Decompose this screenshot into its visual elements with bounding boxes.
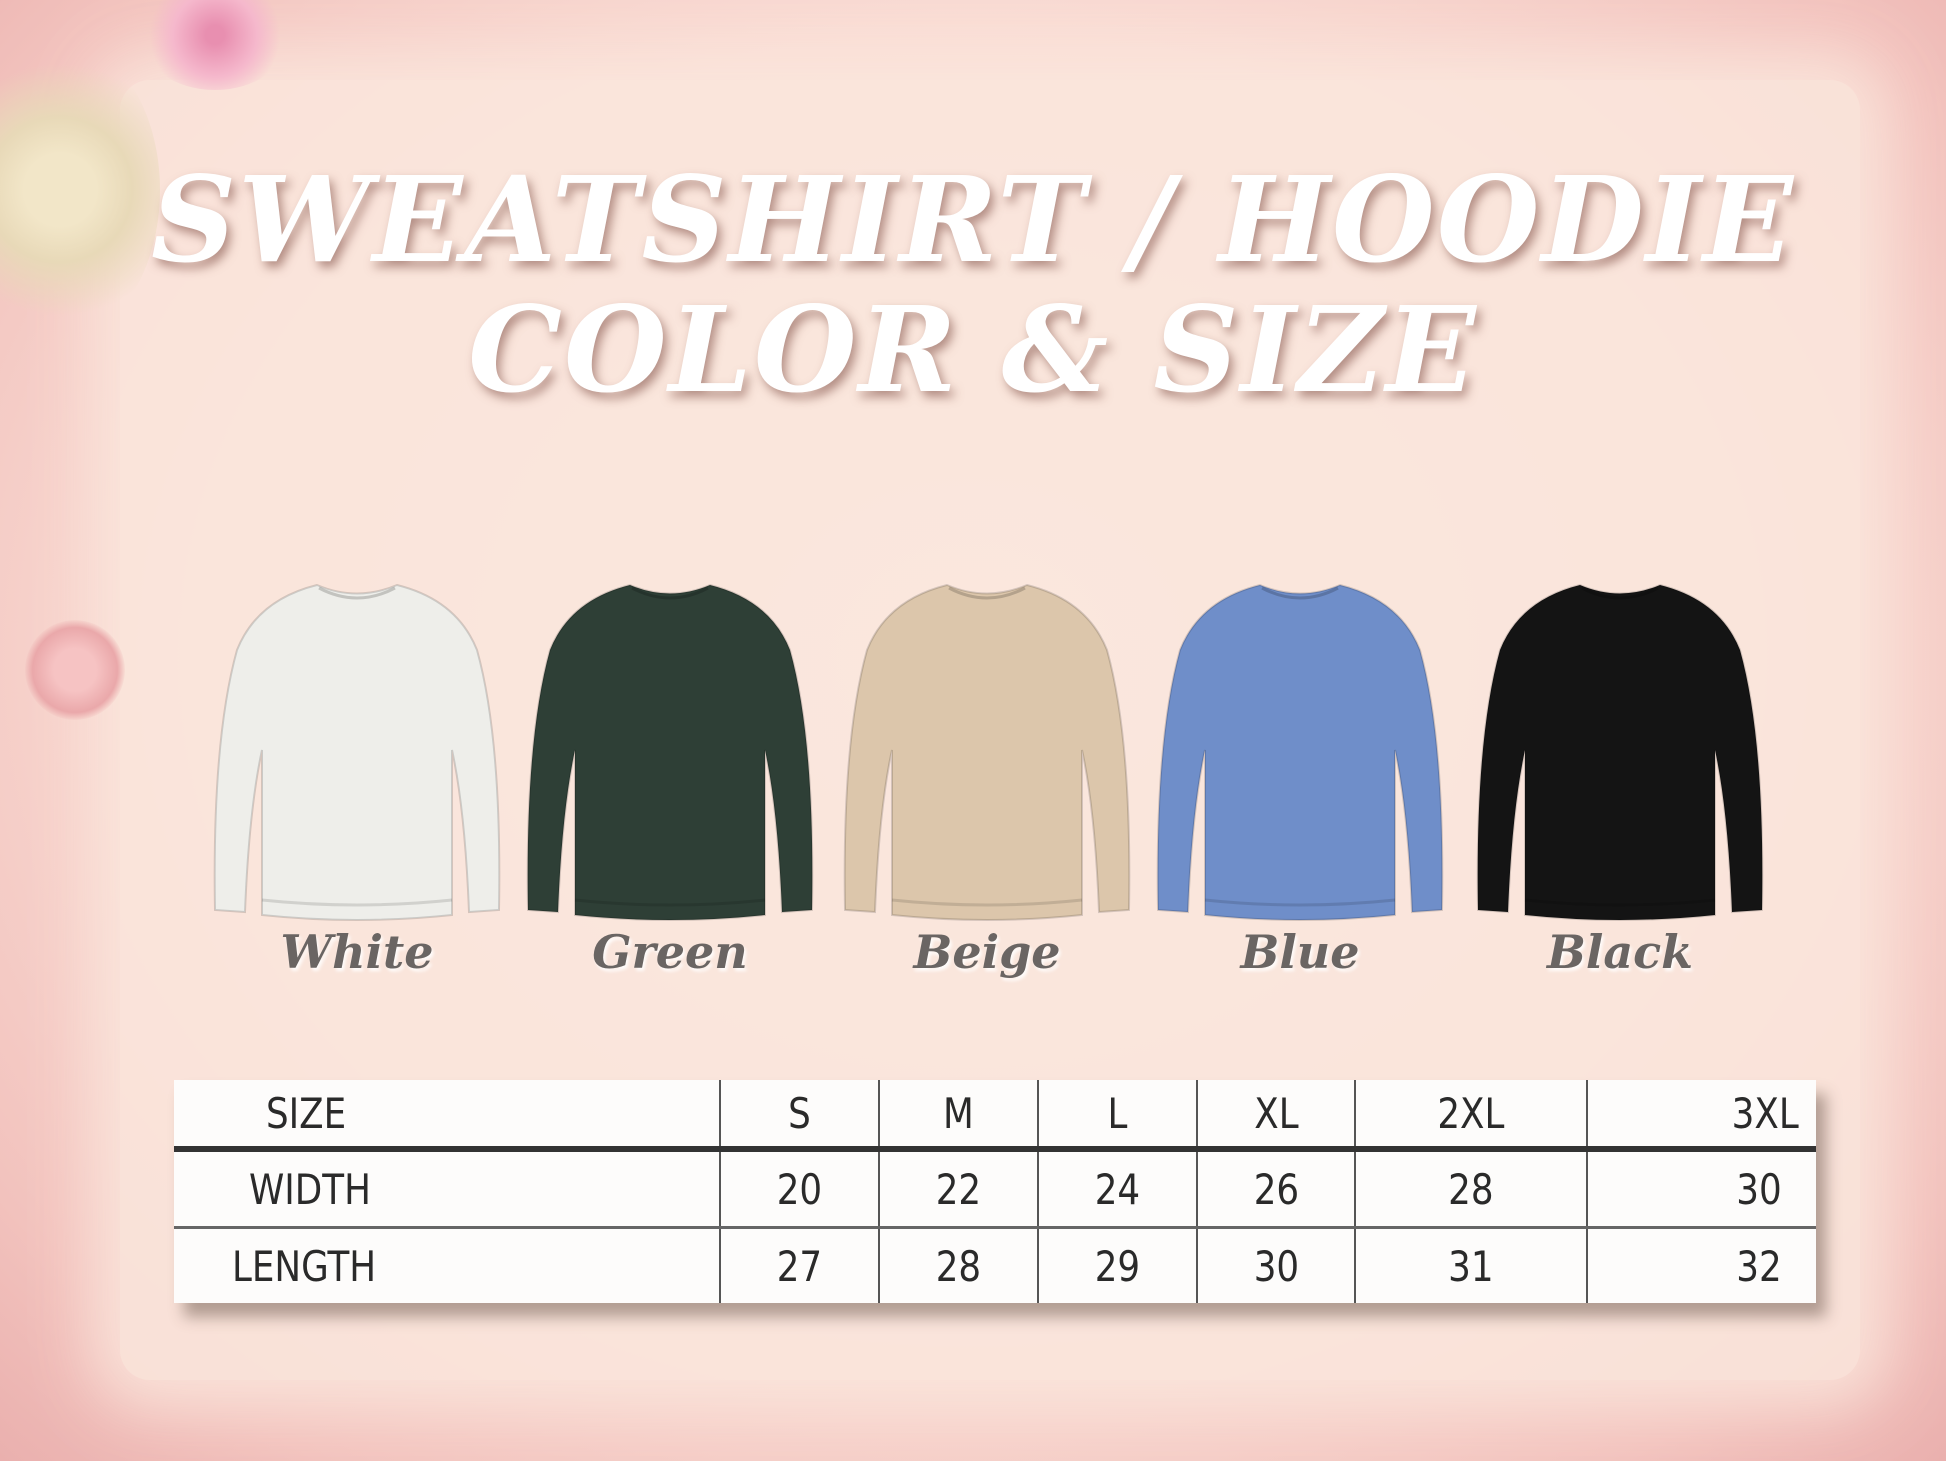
color-label: Black bbox=[1546, 925, 1694, 979]
header-cell: L bbox=[1048, 1080, 1185, 1152]
sweatshirt-beige-image bbox=[843, 583, 1131, 921]
header-cell: SIZE bbox=[214, 1080, 680, 1152]
table-row: WIDTH 20 22 24 26 28 30 bbox=[174, 1149, 1816, 1229]
sweatshirt-white-image bbox=[213, 583, 501, 921]
color-label: Green bbox=[592, 925, 748, 979]
table-row: LENGTH 27 28 29 30 31 32 bbox=[174, 1227, 1816, 1303]
table-cell: 20 bbox=[731, 1149, 867, 1229]
table-cell: 31 bbox=[1371, 1227, 1570, 1303]
flower-decoration-icon bbox=[0, 40, 160, 340]
row-label: WIDTH bbox=[214, 1149, 680, 1229]
header-cell: S bbox=[731, 1080, 867, 1152]
table-cell: 30 bbox=[1603, 1149, 1799, 1229]
sweatshirt-blue-image bbox=[1156, 583, 1444, 921]
color-label: Blue bbox=[1240, 925, 1360, 979]
table-cell: 22 bbox=[889, 1149, 1026, 1229]
table-cell: 29 bbox=[1048, 1227, 1185, 1303]
table-cell: 30 bbox=[1207, 1227, 1344, 1303]
title-line-1: SWEATSHIRT / HOODIE bbox=[150, 150, 1796, 289]
header-cell: 3XL bbox=[1603, 1080, 1799, 1152]
table-cell: 24 bbox=[1048, 1149, 1185, 1229]
table-cell: 26 bbox=[1207, 1149, 1344, 1229]
header-cell: 2XL bbox=[1371, 1080, 1570, 1152]
table-header-row: SIZE S M L XL 2XL 3XL bbox=[174, 1080, 1816, 1152]
header-cell: M bbox=[889, 1080, 1026, 1152]
title-line-2: COLOR & SIZE bbox=[468, 280, 1478, 419]
row-label: LENGTH bbox=[231, 1241, 377, 1291]
table-cell: 32 bbox=[1603, 1227, 1799, 1303]
flower-decoration-icon bbox=[140, 0, 290, 90]
table-cell: 27 bbox=[731, 1227, 867, 1303]
sweatshirt-green-image bbox=[526, 583, 814, 921]
table-cell: 28 bbox=[889, 1227, 1026, 1303]
header-cell: XL bbox=[1207, 1080, 1344, 1152]
button-decoration-icon bbox=[25, 620, 125, 720]
color-label: White bbox=[280, 925, 434, 979]
sweatshirt-black-image bbox=[1476, 583, 1764, 921]
table-cell: 28 bbox=[1371, 1149, 1570, 1229]
color-label: Beige bbox=[913, 925, 1061, 979]
size-table: SIZE S M L XL 2XL 3XL WIDTH 20 22 24 26 … bbox=[174, 1080, 1816, 1303]
